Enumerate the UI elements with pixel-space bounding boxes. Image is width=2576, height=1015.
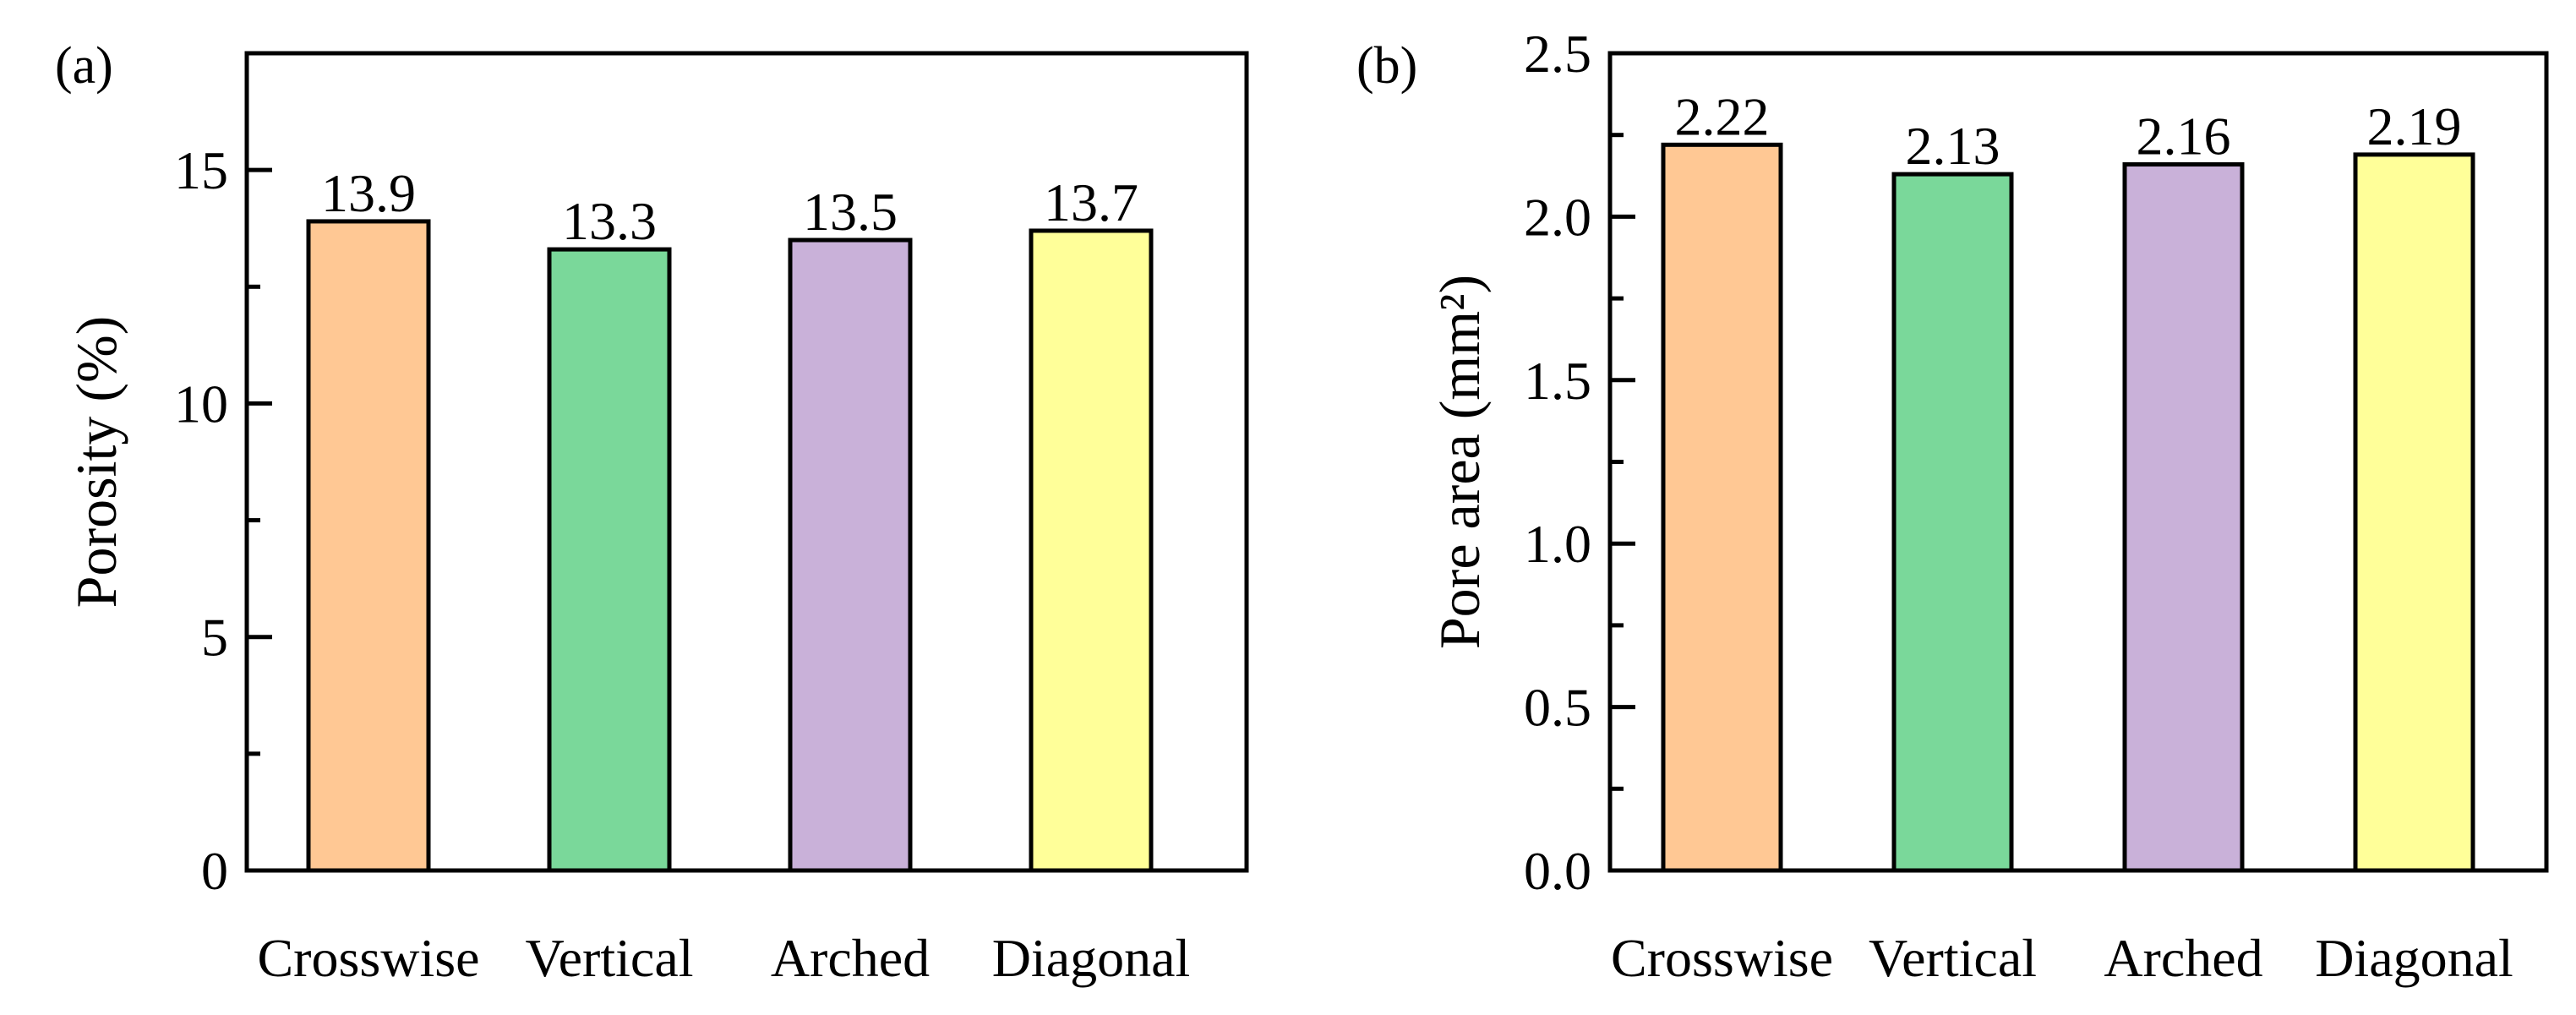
- y-tick-label: 10: [174, 374, 228, 434]
- bar-value-label: 2.16: [2137, 106, 2231, 166]
- bar-crosswise: [1661, 142, 1783, 873]
- y-tick-label: 15: [174, 140, 228, 200]
- bar-diagonal: [1029, 228, 1154, 873]
- bar-arched: [788, 237, 913, 873]
- plot-frame: [244, 51, 1249, 873]
- panel-label: (a): [55, 37, 113, 95]
- y-tick-label: 0.5: [1524, 678, 1591, 738]
- bar-value-label: 2.22: [1675, 86, 1770, 146]
- y-tick-label: 5: [201, 608, 228, 668]
- x-category-label: Diagonal: [992, 928, 1191, 988]
- bar-vertical: [1891, 172, 2014, 873]
- bar-value-label: 13.9: [321, 163, 416, 223]
- bar-crosswise: [306, 219, 431, 873]
- y-tick-label: 0: [201, 841, 228, 901]
- y-tick-label: 1.0: [1524, 514, 1591, 574]
- bar-value-label: 13.3: [562, 191, 657, 251]
- y-axis-title: Porosity (%): [64, 316, 128, 608]
- y-tick-label: 2.5: [1524, 24, 1591, 84]
- bar-value-label: 2.19: [2367, 96, 2462, 156]
- bar-value-label: 13.5: [803, 182, 898, 242]
- panel-label: (b): [1356, 37, 1417, 95]
- chart-pore-area: 0.0 0.5 1.0 1.5 2.0 2.5 2.22 Crosswise 2.13 Verti…: [1356, 24, 2549, 988]
- bar-arched: [2122, 162, 2245, 873]
- bar-diagonal: [2353, 152, 2475, 873]
- x-category-label: Arched: [771, 928, 930, 988]
- x-category-label: Crosswise: [1611, 928, 1833, 988]
- bar-value-label: 13.7: [1044, 172, 1138, 232]
- y-tick-label: 1.5: [1524, 351, 1591, 411]
- x-category-label: Vertical: [526, 928, 694, 988]
- bar-value-label: 2.13: [1906, 116, 2000, 176]
- chart-porosity: 0 5 10 15 13.9 Crosswise 13.3 Vertical 13.5 Arche…: [55, 37, 1249, 988]
- x-category-label: Diagonal: [2315, 928, 2513, 988]
- y-tick-label: 2.0: [1524, 187, 1591, 247]
- x-category-label: Vertical: [1869, 928, 2037, 988]
- bar-vertical: [547, 247, 672, 873]
- y-axis-title: Pore area (mm²): [1427, 275, 1492, 649]
- y-tick-label: 0.0: [1524, 841, 1591, 901]
- x-category-label: Arched: [2104, 928, 2262, 988]
- x-category-label: Crosswise: [257, 928, 479, 988]
